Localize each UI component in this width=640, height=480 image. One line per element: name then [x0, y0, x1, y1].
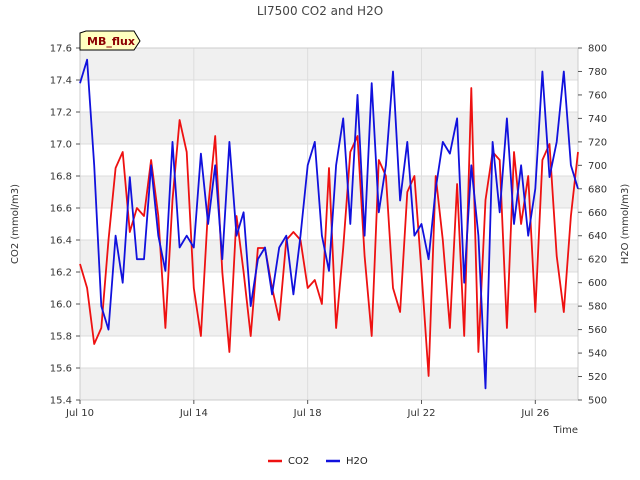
left-tick-label: 15.6: [50, 364, 72, 375]
left-tick-label: 17.6: [50, 44, 72, 55]
right-tick-label: 760: [588, 90, 607, 101]
left-axis-ticks: 15.4 15.6 15.8 16.0 16.2 16.4 16.6 16.8 17.0 17.2…: [50, 44, 80, 407]
right-tick-label: 540: [588, 349, 607, 360]
background-band: [80, 112, 578, 144]
x-axis-title: Time: [553, 425, 578, 436]
left-tick-label: 17.0: [50, 140, 72, 151]
legend-label-h2o: H2O: [346, 456, 368, 467]
left-tick-label: 16.8: [50, 172, 72, 183]
chart-title: LI7500 CO2 and H2O: [257, 4, 383, 18]
legend: CO2 H2O: [268, 456, 368, 467]
left-tick-label: 15.4: [50, 396, 72, 407]
x-tick-label: Jul 10: [65, 408, 94, 419]
right-tick-label: 680: [588, 184, 607, 195]
x-tick-label: Jul 26: [520, 408, 549, 419]
left-tick-label: 17.4: [50, 76, 72, 87]
right-tick-label: 600: [588, 278, 607, 289]
right-axis-ticks: 500 520 540 560 580 600 620 640 660 680 700 720 740 7…: [578, 44, 607, 407]
series-line-h2o: [79, 58, 579, 390]
x-tick-label: Jul 14: [179, 408, 208, 419]
background-band: [80, 304, 578, 336]
right-axis-title: H2O (mmol/m3): [620, 184, 631, 265]
left-tick-label: 16.2: [50, 268, 72, 279]
series-layer: [79, 58, 579, 390]
right-tick-label: 580: [588, 302, 607, 313]
left-tick-label: 17.2: [50, 108, 72, 119]
right-tick-label: 700: [588, 161, 607, 172]
background-band: [80, 368, 578, 400]
right-tick-label: 660: [588, 208, 607, 219]
right-tick-label: 520: [588, 372, 607, 383]
right-tick-label: 640: [588, 231, 607, 242]
right-tick-label: 720: [588, 137, 607, 148]
left-tick-label: 16.6: [50, 204, 72, 215]
right-tick-label: 780: [588, 67, 607, 78]
series-line-co2: [79, 87, 579, 377]
left-axis-title: CO2 (mmol/m3): [10, 184, 21, 264]
left-tick-label: 16.0: [50, 300, 72, 311]
background-band: [80, 48, 578, 80]
legend-label-co2: CO2: [288, 456, 309, 467]
left-tick-label: 15.8: [50, 332, 72, 343]
left-tick-label: 16.4: [50, 236, 72, 247]
badge-label: MB_flux: [87, 35, 135, 48]
badge: MB_flux: [79, 30, 141, 51]
x-axis-ticks: Jul 10 Jul 14 Jul 18 Jul 22 Jul 26: [65, 400, 549, 419]
right-tick-label: 800: [588, 44, 607, 55]
right-tick-label: 620: [588, 255, 607, 266]
x-tick-label: Jul 22: [407, 408, 436, 419]
right-tick-label: 740: [588, 114, 607, 125]
badge-box: [79, 30, 141, 51]
x-tick-label: Jul 18: [293, 408, 322, 419]
plot-frame: [79, 47, 579, 401]
right-tick-label: 560: [588, 325, 607, 336]
right-tick-label: 500: [588, 396, 607, 407]
